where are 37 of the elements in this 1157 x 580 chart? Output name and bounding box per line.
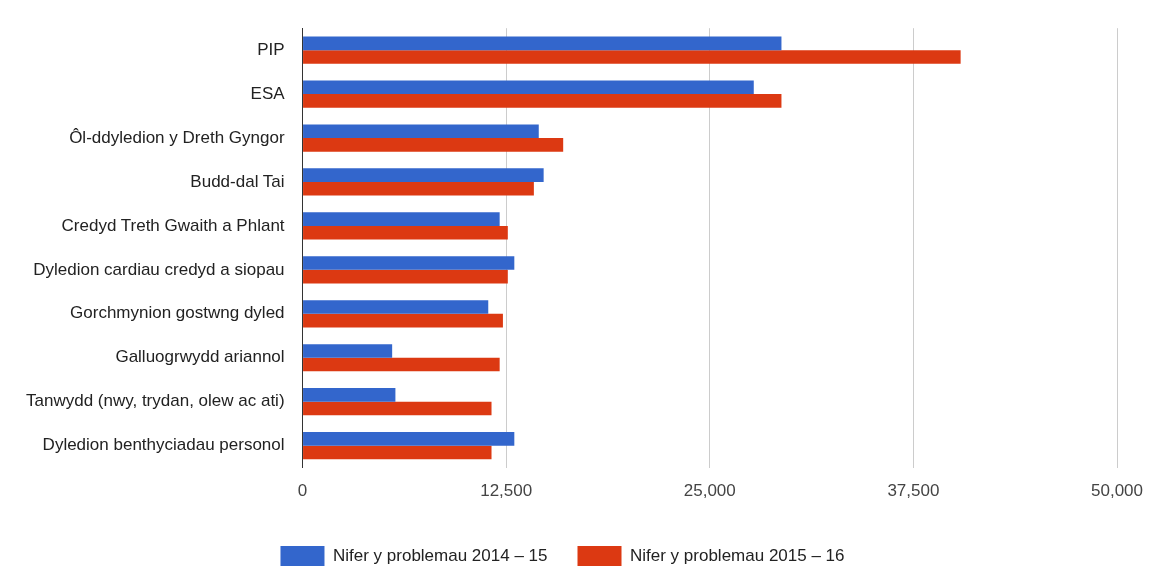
bar [303, 212, 500, 226]
bar [303, 256, 515, 270]
bar [303, 388, 396, 402]
y-tick-label: Dyledion cardiau credyd a siopau [33, 259, 285, 279]
y-tick-label: PIP [257, 39, 285, 59]
y-tick-label: Dyledion benthyciadau personol [42, 435, 285, 455]
bar [303, 94, 782, 108]
bar [303, 80, 754, 95]
legend-label: Nifer y problemau 2014 – 15 [332, 545, 548, 565]
y-tick-label: Budd-dal Tai [190, 171, 285, 191]
bar [303, 445, 492, 460]
bar [303, 344, 393, 358]
bar [303, 124, 539, 139]
bar [303, 168, 544, 182]
y-tick-label: Galluogrwydd ariannol [115, 347, 285, 367]
bar [303, 357, 500, 372]
y-tick-label: Credyd Treth Gwaith a Phlant [61, 215, 285, 235]
bar [303, 50, 961, 64]
y-tick-label: Tanwydd (nwy, trydan, olew ac ati) [25, 391, 285, 411]
y-tick-label: ESA [250, 83, 286, 103]
bar [303, 138, 564, 152]
x-tick-label: 50,000 [1091, 481, 1143, 501]
x-tick-label: 37,500 [887, 481, 940, 501]
y-tick-label: Gorchmynion gostwng dyled [70, 303, 285, 323]
bar [303, 300, 489, 314]
bar [303, 36, 782, 51]
x-tick-label: 25,000 [683, 481, 736, 501]
x-tick-label: 12,500 [480, 481, 533, 501]
bar [303, 313, 503, 328]
bar [303, 401, 492, 416]
legend-label: Nifer y problemau 2015 – 16 [630, 545, 845, 565]
bar [303, 269, 508, 284]
x-tick-label: 0 [297, 481, 308, 501]
bar [303, 225, 508, 240]
y-tick-label: Ôl-ddyledion y Dreth Gyngor [69, 127, 285, 147]
bar [303, 432, 515, 446]
bar [303, 181, 534, 196]
